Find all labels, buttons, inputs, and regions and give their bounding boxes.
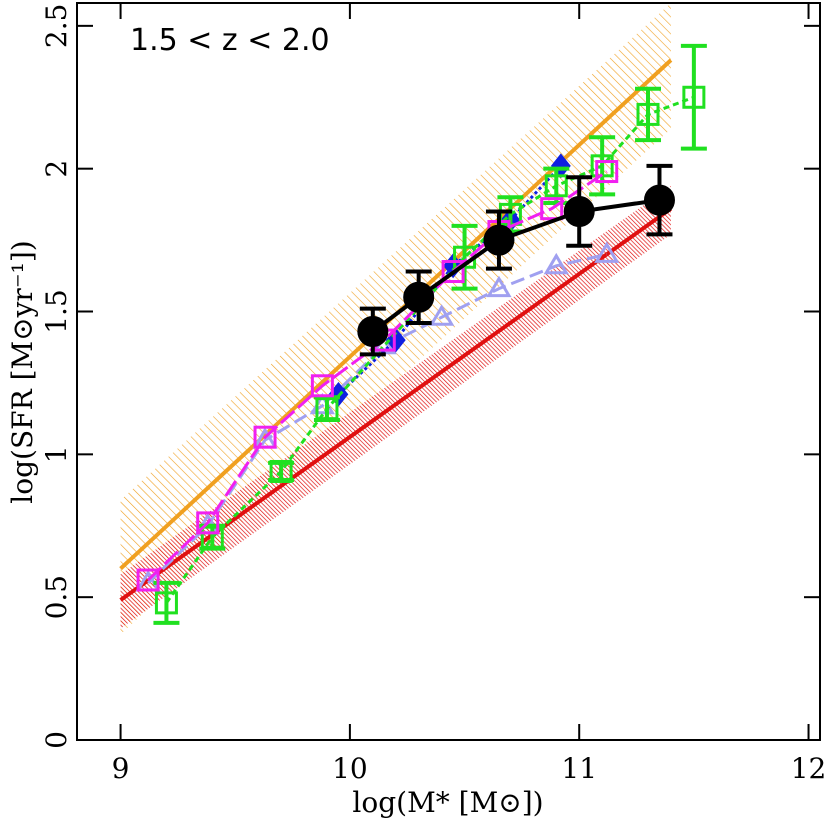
marker	[595, 160, 619, 184]
marker	[643, 184, 675, 216]
marker	[357, 316, 389, 348]
error-bar	[589, 135, 616, 197]
error-bar	[635, 86, 662, 143]
y-axis-label: log(SFR [M⊙yr⁻¹])	[6, 240, 39, 503]
marker	[253, 425, 277, 449]
series-line	[147, 252, 608, 584]
y-tick-label: 0.5	[40, 575, 73, 620]
marker	[310, 374, 334, 398]
error-bar	[680, 43, 707, 151]
marker	[636, 102, 660, 126]
x-tick-label: 11	[561, 752, 597, 785]
y-tick-label: 2	[40, 160, 73, 178]
marker	[543, 252, 569, 275]
y-tick-label: 1.5	[40, 289, 73, 334]
marker	[594, 241, 620, 263]
marker	[563, 196, 595, 228]
scatter-band	[120, 3, 671, 635]
marker	[315, 397, 339, 421]
x-tick-label: 9	[112, 752, 130, 785]
marker	[269, 459, 293, 483]
marker	[682, 85, 706, 109]
marker	[154, 591, 178, 615]
x-tick-label: 12	[791, 752, 827, 785]
marker	[200, 525, 224, 549]
marker	[196, 511, 220, 535]
plot-frame	[76, 2, 821, 741]
marker	[483, 224, 515, 256]
marker	[540, 197, 564, 221]
marker	[441, 260, 465, 284]
marker	[428, 304, 455, 326]
marker	[403, 281, 435, 313]
marker	[544, 174, 568, 198]
x-axis-label: log(M* [M⊙])	[352, 786, 543, 819]
x-tick-label: 10	[332, 752, 368, 785]
marker	[486, 275, 512, 298]
y-tick-label: 1	[40, 445, 73, 463]
annotation: 1.5 < z < 2.0	[130, 23, 330, 58]
marker	[136, 568, 160, 592]
scatter-band	[120, 185, 671, 629]
y-tick-label: 0	[40, 731, 73, 749]
y-tick-label: 2.5	[40, 4, 73, 49]
series-line	[337, 164, 562, 396]
